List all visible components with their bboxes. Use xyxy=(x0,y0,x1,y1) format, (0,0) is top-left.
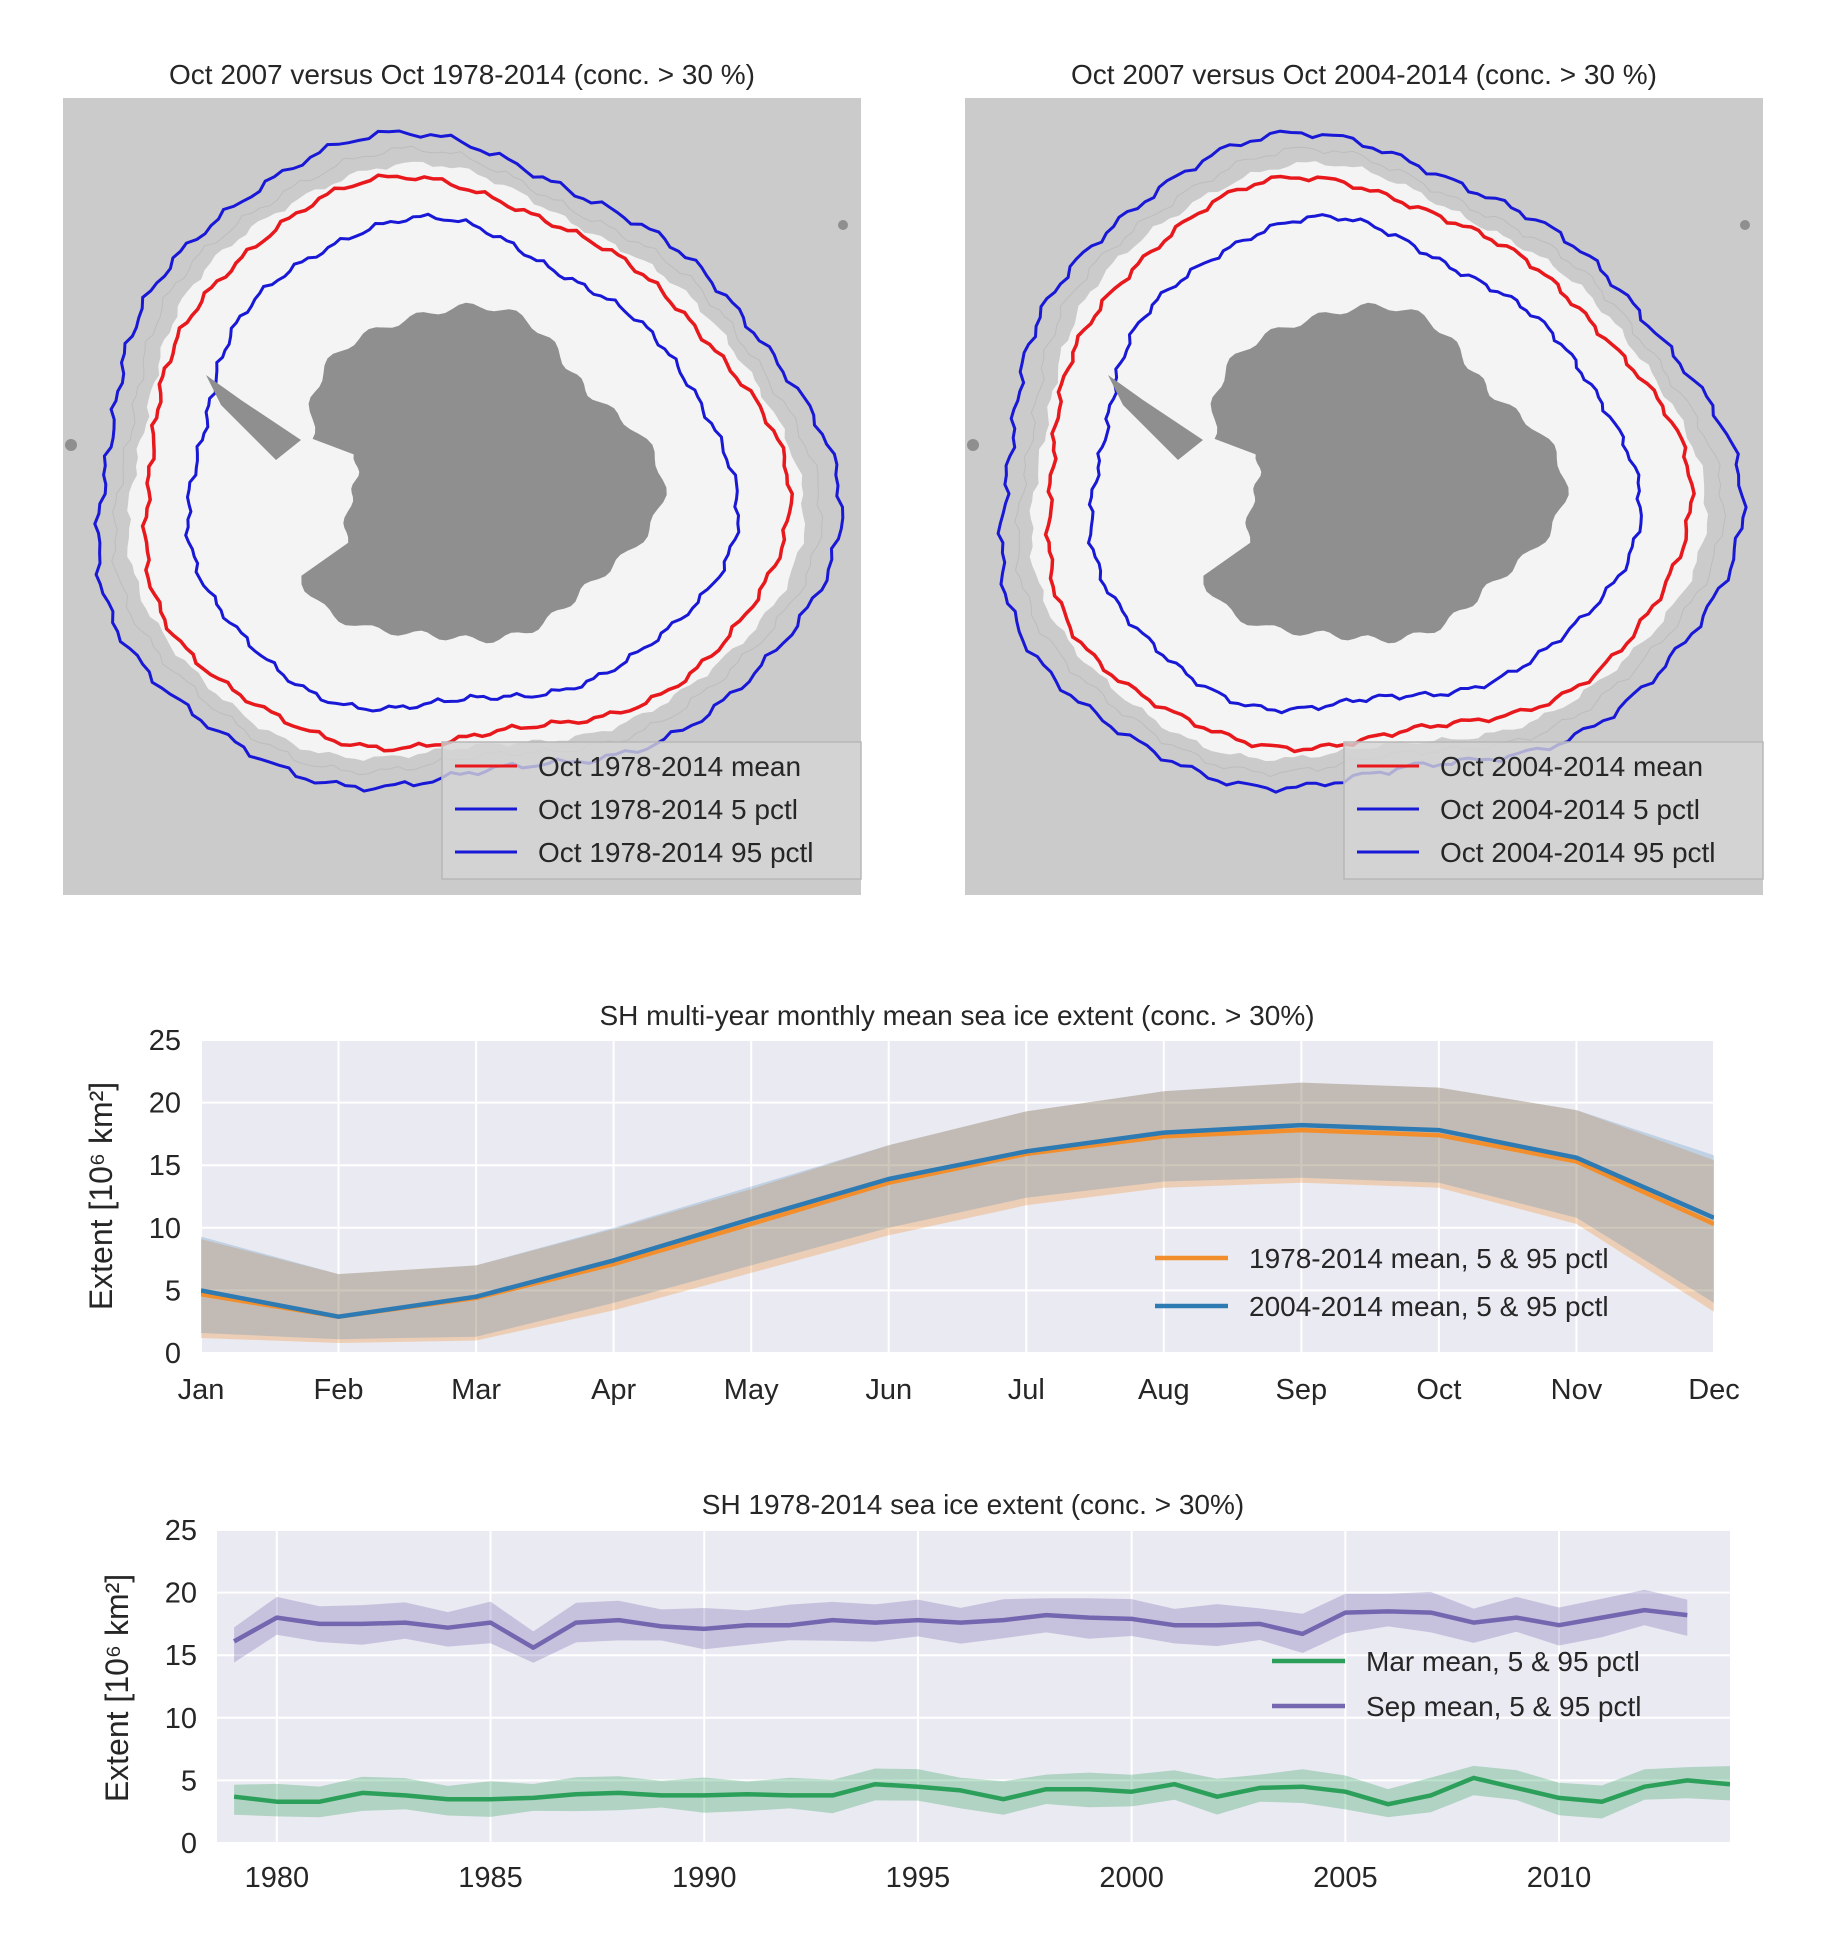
map-panel-2: Oct 2007 versus Oct 2004-2014 (conc. > 3… xyxy=(965,59,1764,895)
x-tick-label: May xyxy=(724,1374,779,1406)
antarctica-landmass xyxy=(1203,302,1569,644)
yearly-legend-mar: Mar mean, 5 & 95 pctl xyxy=(1366,1646,1640,1677)
map-1-legend: Oct 1978-2014 mean Oct 1978-2014 5 pctl … xyxy=(441,741,862,880)
x-tick-label: 1980 xyxy=(245,1862,310,1894)
monthly-chart-title: SH multi-year monthly mean sea ice exten… xyxy=(599,1000,1314,1031)
yearly-y-ticks: 0 5 10 15 20 25 xyxy=(165,1515,197,1860)
yearly-chart-title: SH 1978-2014 sea ice extent (conc. > 30%… xyxy=(702,1489,1244,1520)
monthly-lines xyxy=(201,1122,1714,1319)
monthly-chart: SH multi-year monthly mean sea ice exten… xyxy=(83,1000,1740,1406)
monthly-y-label: Extent [10⁶ km²] xyxy=(83,1082,119,1310)
contour-5-pctl xyxy=(184,212,741,713)
contour-5-pctl xyxy=(1086,213,1643,715)
map-2-legend-p5: Oct 2004-2014 5 pctl xyxy=(1440,794,1700,825)
y-tick-label: 15 xyxy=(149,1150,181,1182)
island xyxy=(838,220,848,230)
yearly-gridlines xyxy=(217,1529,1730,1844)
yearly-y-label: Extent [10⁶ km²] xyxy=(99,1574,135,1802)
y-tick-label: 5 xyxy=(165,1275,181,1307)
map-2-legend-mean: Oct 2004-2014 mean xyxy=(1440,751,1703,782)
x-tick-label: 2005 xyxy=(1313,1862,1378,1894)
x-tick-label: Jan xyxy=(178,1374,225,1406)
x-tick-label: Sep xyxy=(1276,1374,1328,1406)
x-tick-label: Jun xyxy=(865,1374,912,1406)
monthly-legend-1978: 1978-2014 mean, 5 & 95 pctl xyxy=(1249,1243,1609,1274)
y-tick-label: 5 xyxy=(181,1765,197,1797)
x-tick-label: Dec xyxy=(1688,1374,1740,1406)
x-tick-label: 1990 xyxy=(672,1862,737,1894)
y-tick-label: 0 xyxy=(165,1338,181,1370)
yearly-legend-sep: Sep mean, 5 & 95 pctl xyxy=(1366,1691,1642,1722)
map-2-content xyxy=(967,129,1750,794)
map-2-legend-p95: Oct 2004-2014 95 pctl xyxy=(1440,837,1716,868)
monthly-y-ticks: 0 5 10 15 20 25 xyxy=(149,1025,181,1370)
x-tick-label: Jul xyxy=(1008,1374,1045,1406)
antarctic-peninsula xyxy=(206,375,301,460)
x-tick-label: Aug xyxy=(1138,1374,1190,1406)
map-1-legend-p5: Oct 1978-2014 5 pctl xyxy=(538,794,798,825)
y-tick-label: 25 xyxy=(149,1025,181,1057)
antarctica-landmass xyxy=(301,302,667,644)
contour-mean xyxy=(140,173,794,753)
yearly-x-ticks: 1980 1985 1990 1995 2000 2005 2010 xyxy=(245,1862,1592,1894)
map-2-title: Oct 2007 versus Oct 2004-2014 (conc. > 3… xyxy=(1071,59,1657,90)
mean-line-sep xyxy=(233,1607,1688,1650)
monthly-x-ticks: Jan Feb Mar Apr May Jun Jul Aug Sep Oct Nov Dec xyxy=(178,1374,1740,1406)
island xyxy=(65,439,77,451)
island xyxy=(1740,220,1750,230)
y-tick-label: 10 xyxy=(149,1213,181,1245)
map-1-legend-p95: Oct 1978-2014 95 pctl xyxy=(538,837,814,868)
y-tick-label: 20 xyxy=(165,1578,197,1610)
x-tick-label: 1995 xyxy=(886,1862,951,1894)
y-tick-label: 0 xyxy=(181,1828,197,1860)
x-tick-label: Nov xyxy=(1551,1374,1603,1406)
monthly-legend-2004: 2004-2014 mean, 5 & 95 pctl xyxy=(1249,1291,1609,1322)
map-panel-1: Oct 2007 versus Oct 1978-2014 (conc. > 3… xyxy=(63,59,862,895)
mean-line-mar xyxy=(233,1775,1730,1807)
pctl-band-1978-2014 xyxy=(201,1082,1714,1343)
island xyxy=(967,439,979,451)
yearly-lines xyxy=(233,1607,1730,1807)
x-tick-label: Apr xyxy=(591,1374,636,1406)
map-1-content xyxy=(65,129,848,793)
map-1-legend-mean: Oct 1978-2014 mean xyxy=(538,751,801,782)
mean-line-2004-2014 xyxy=(201,1122,1714,1319)
y-tick-label: 20 xyxy=(149,1088,181,1120)
x-tick-label: Oct xyxy=(1416,1374,1461,1406)
pctl-band-mar xyxy=(234,1765,1730,1819)
map-2-legend: Oct 2004-2014 mean Oct 2004-2014 5 pctl … xyxy=(1343,741,1764,880)
contour-mean xyxy=(1043,174,1696,754)
pctl-band-2004-2014 xyxy=(201,1082,1714,1340)
monthly-bands xyxy=(201,1082,1714,1343)
x-tick-label: Feb xyxy=(314,1374,364,1406)
y-tick-label: 10 xyxy=(165,1703,197,1735)
monthly-legend: 1978-2014 mean, 5 & 95 pctl 2004-2014 me… xyxy=(1155,1243,1609,1322)
antarctic-peninsula xyxy=(1108,375,1203,460)
x-tick-label: 2010 xyxy=(1527,1862,1592,1894)
x-tick-label: 1985 xyxy=(458,1862,523,1894)
pctl-band-sep xyxy=(234,1589,1688,1663)
y-tick-label: 15 xyxy=(165,1640,197,1672)
yearly-legend: Mar mean, 5 & 95 pctl Sep mean, 5 & 95 p… xyxy=(1272,1646,1642,1722)
map-1-title: Oct 2007 versus Oct 1978-2014 (conc. > 3… xyxy=(169,59,755,90)
yearly-bands xyxy=(234,1589,1730,1819)
x-tick-label: Mar xyxy=(451,1374,501,1406)
x-tick-label: 2000 xyxy=(1099,1862,1164,1894)
y-tick-label: 25 xyxy=(165,1515,197,1547)
yearly-chart: SH 1978-2014 sea ice extent (conc. > 30%… xyxy=(99,1489,1730,1894)
